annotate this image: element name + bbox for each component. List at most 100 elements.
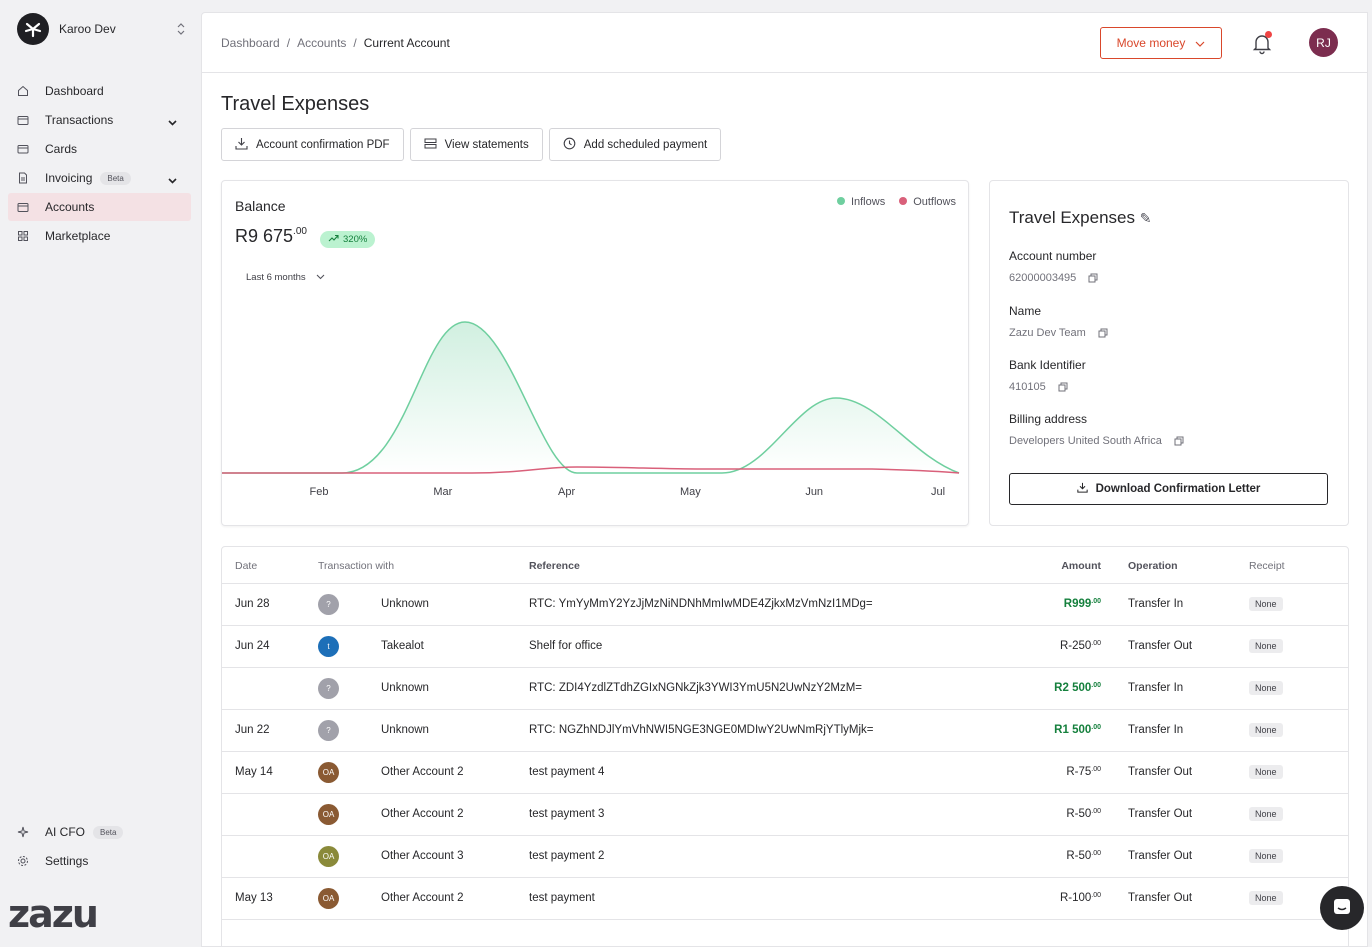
table-row[interactable]: ? Unknown RTC: ZDI4YzdlZTdhZGIxNGNkZjk3YWI… xyxy=(222,668,1348,710)
counterparty-avatar: ? xyxy=(318,594,339,615)
x-tick-label: May xyxy=(680,486,701,498)
copy-icon[interactable] xyxy=(1098,328,1108,341)
notifications-bell-icon[interactable] xyxy=(1250,31,1274,55)
receipt-badge[interactable]: None xyxy=(1249,639,1283,653)
field-account-number: Account number 62000003495 xyxy=(1009,249,1098,286)
row-amount: R-100.00 xyxy=(1059,892,1101,904)
download-confirmation-letter-button[interactable]: Download Confirmation Letter xyxy=(1009,473,1328,505)
sidebar-item-dashboard[interactable]: Dashboard xyxy=(8,77,191,105)
sidebar-item-ai-cfo[interactable]: AI CFO Beta xyxy=(8,818,191,846)
sidebar-item-invoicing[interactable]: Invoicing Beta xyxy=(8,164,191,192)
row-reference: test payment xyxy=(529,892,595,904)
action-label: Account confirmation PDF xyxy=(256,138,390,151)
copy-icon[interactable] xyxy=(1088,273,1098,286)
counterparty-avatar: ? xyxy=(318,678,339,699)
sidebar-bottom-nav: AI CFO Beta Settings xyxy=(8,818,191,876)
view-statements-button[interactable]: View statements xyxy=(409,128,543,161)
col-reference[interactable]: Reference xyxy=(529,560,580,572)
chat-support-button[interactable] xyxy=(1320,886,1364,930)
billing-address-value: Developers United South Africa xyxy=(1009,434,1162,447)
receipt-badge[interactable]: None xyxy=(1249,723,1283,737)
outflows-line xyxy=(222,466,960,474)
chevron-down-icon[interactable] xyxy=(168,115,177,129)
breadcrumb-current: Current Account xyxy=(363,35,450,50)
counterparty-avatar: t xyxy=(318,636,339,657)
col-operation[interactable]: Operation xyxy=(1128,560,1178,572)
row-reference: test payment 3 xyxy=(529,808,605,820)
org-switcher[interactable]: Karoo Dev xyxy=(17,13,187,45)
card-icon xyxy=(17,143,29,155)
x-tick-label: Jun xyxy=(805,486,823,498)
org-name: Karoo Dev xyxy=(59,22,116,36)
action-label: View statements xyxy=(444,138,529,151)
add-scheduled-payment-button[interactable]: Add scheduled payment xyxy=(548,128,722,161)
table-row[interactable]: Jun 28? Unknown RTC: YmYyMmY2YzJjMzNiNDNhM… xyxy=(222,584,1348,626)
period-value: Last 6 months xyxy=(246,272,306,283)
col-receipt[interactable]: Receipt xyxy=(1249,560,1285,572)
row-counterparty: Unknown xyxy=(381,682,429,694)
statements-icon xyxy=(424,137,437,153)
legend-inflows: Inflows xyxy=(836,196,885,208)
row-amount-cents: .00 xyxy=(1091,766,1101,773)
row-amount-cents: .00 xyxy=(1091,640,1101,647)
table-row[interactable]: OA Other Account 2 test payment 3 R-50.00 Tr… xyxy=(222,794,1348,836)
table-row[interactable]: Jun 24 t Takealot Shelf for office R-250.00 T… xyxy=(222,626,1348,668)
table-row[interactable]: Jun 22? Unknown RTC: NGZhNDJlYmVhNWI5NGE3N… xyxy=(222,710,1348,752)
inflows-area xyxy=(222,322,959,473)
edit-pencil-icon[interactable]: ✎ xyxy=(1139,210,1152,226)
receipt-badge[interactable]: None xyxy=(1249,681,1283,695)
grid-icon xyxy=(17,230,29,242)
download-letter-label: Download Confirmation Letter xyxy=(1095,483,1261,495)
chart-legend: Inflows Outflows xyxy=(836,196,956,208)
field-billing-address: Billing address Developers United South … xyxy=(1009,412,1184,449)
row-operation: Transfer Out xyxy=(1128,766,1193,778)
table-row[interactable]: OA Other Account 3 test payment 2 R-50.00 Tr… xyxy=(222,836,1348,878)
transactions-table: Date Transaction with Reference Amount O… xyxy=(221,546,1349,946)
sidebar-item-cards[interactable]: Cards xyxy=(8,135,191,163)
copy-icon[interactable] xyxy=(1174,436,1184,449)
row-reference: test payment 2 xyxy=(529,850,605,862)
sidebar-item-label: Accounts xyxy=(45,200,95,214)
account-actions: Account confirmation PDF View statements… xyxy=(221,128,722,161)
beta-badge: Beta xyxy=(93,825,124,839)
download-icon xyxy=(1076,482,1088,496)
period-select[interactable]: Last 6 months xyxy=(246,272,325,283)
breadcrumb-dashboard[interactable]: Dashboard xyxy=(221,35,280,50)
sidebar-item-settings[interactable]: Settings xyxy=(8,847,191,875)
wallet-icon xyxy=(17,114,29,126)
sidebar-item-label: Cards xyxy=(45,142,78,156)
chevron-down-icon xyxy=(1195,36,1205,50)
row-operation: Transfer Out xyxy=(1128,808,1193,820)
sidebar-item-marketplace[interactable]: Marketplace xyxy=(8,222,191,250)
sidebar-item-accounts[interactable]: Accounts xyxy=(8,193,191,221)
user-avatar[interactable]: RJ xyxy=(1309,28,1338,57)
inflows-line xyxy=(222,321,960,474)
x-tick-label: Jul xyxy=(931,486,945,498)
row-date: Jun 24 xyxy=(235,640,270,652)
sidebar-item-transactions[interactable]: Transactions xyxy=(8,106,191,134)
receipt-badge[interactable]: None xyxy=(1249,807,1283,821)
wallet-icon xyxy=(17,201,29,213)
receipt-badge[interactable]: None xyxy=(1249,849,1283,863)
col-date[interactable]: Date xyxy=(235,560,258,572)
table-row[interactable]: May 13 OA Other Account 2 test payment R-100… xyxy=(222,878,1348,920)
row-date: May 14 xyxy=(235,766,273,778)
row-operation: Transfer Out xyxy=(1128,892,1193,904)
name-value: Zazu Dev Team xyxy=(1009,326,1086,339)
receipt-badge[interactable]: None xyxy=(1249,597,1283,611)
row-date: May 13 xyxy=(235,892,273,904)
breadcrumb-accounts[interactable]: Accounts xyxy=(297,35,347,50)
account-confirmation-pdf-button[interactable]: Account confirmation PDF xyxy=(221,128,404,161)
receipt-badge[interactable]: None xyxy=(1249,891,1283,905)
row-amount: R1 500.00 xyxy=(1054,724,1101,736)
sidebar-item-label: Transactions xyxy=(45,113,114,127)
x-tick-label: Apr xyxy=(558,486,575,498)
receipt-badge[interactable]: None xyxy=(1249,765,1283,779)
row-date: Jun 22 xyxy=(235,724,270,736)
copy-icon[interactable] xyxy=(1058,382,1068,395)
table-row[interactable]: May 14 OA Other Account 2 test payment 4 R-7… xyxy=(222,752,1348,794)
col-transaction-with[interactable]: Transaction with xyxy=(318,560,395,572)
col-amount[interactable]: Amount xyxy=(1061,560,1101,572)
chevron-down-icon[interactable] xyxy=(168,173,177,187)
move-money-button[interactable]: Move money xyxy=(1100,27,1222,59)
